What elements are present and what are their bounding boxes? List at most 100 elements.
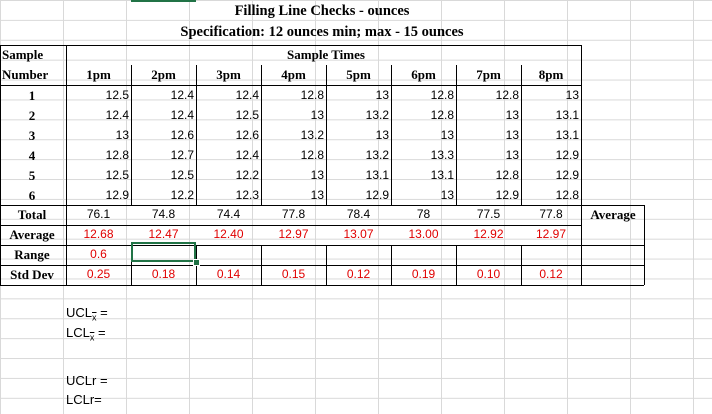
average-cell[interactable]: 12.92	[473, 227, 504, 241]
data-cell[interactable]: 13.1	[430, 168, 454, 182]
data-cell[interactable]: 13	[565, 88, 579, 102]
total-cell[interactable]: 74.4	[216, 207, 241, 221]
stddev-cell[interactable]: 0.10	[476, 267, 501, 281]
data-cell[interactable]: 13	[440, 128, 454, 142]
stddev-cell[interactable]: 0.15	[281, 267, 306, 281]
sample-number-1[interactable]: 1	[28, 88, 36, 103]
data-cell[interactable]: 12.8	[495, 168, 519, 182]
border-line	[131, 245, 132, 285]
data-cell[interactable]: 13.1	[365, 168, 389, 182]
average-cell[interactable]: 12.68	[83, 227, 114, 241]
data-cell[interactable]: 12.8	[555, 188, 579, 202]
data-cell[interactable]: 13.1	[555, 128, 579, 142]
range-label[interactable]: Range	[14, 247, 50, 262]
data-cell[interactable]: 13	[310, 168, 324, 182]
data-cell[interactable]: 12.4	[235, 88, 259, 102]
data-cell[interactable]: 12.9	[555, 168, 579, 182]
border-line	[521, 65, 522, 205]
total-cell[interactable]: 76.1	[86, 207, 111, 221]
average-label[interactable]: Average	[9, 227, 55, 242]
data-cell[interactable]: 12.8	[430, 108, 454, 122]
stddev-cell[interactable]: 0.19	[411, 267, 436, 281]
data-cell[interactable]: 12.5	[105, 168, 129, 182]
data-cell[interactable]: 12.5	[235, 108, 259, 122]
data-cell[interactable]: 13.2	[365, 148, 389, 162]
data-cell[interactable]: 13	[375, 88, 389, 102]
data-cell[interactable]: 12.9	[365, 188, 389, 202]
time-header-5pm[interactable]: 5pm	[346, 67, 371, 82]
selected-cell[interactable]	[131, 242, 196, 262]
data-cell[interactable]: 13.3	[430, 148, 454, 162]
data-cell[interactable]: 12.9	[555, 148, 579, 162]
stddev-cell[interactable]: 0.12	[346, 267, 371, 281]
total-cell[interactable]: 77.5	[476, 207, 501, 221]
stddev-label[interactable]: Std Dev	[10, 267, 54, 282]
stddev-cell[interactable]: 0.14	[216, 267, 241, 281]
average-cell[interactable]: 13.07	[343, 227, 374, 241]
average-header[interactable]: Average	[590, 207, 636, 222]
sample-number-3[interactable]: 3	[28, 128, 36, 143]
data-cell[interactable]: 12.4	[235, 148, 259, 162]
data-cell[interactable]: 12.6	[235, 128, 259, 142]
data-cell[interactable]: 12.3	[235, 188, 259, 202]
data-cell[interactable]: 13	[505, 148, 519, 162]
data-cell[interactable]: 13	[440, 188, 454, 202]
data-cell[interactable]: 12.2	[235, 168, 259, 182]
data-cell[interactable]: 12.7	[170, 148, 194, 162]
data-cell[interactable]: 13.1	[555, 108, 579, 122]
average-cell[interactable]: 12.40	[213, 227, 244, 241]
data-cell[interactable]: 12.8	[300, 148, 324, 162]
total-cell[interactable]: 77.8	[539, 207, 563, 221]
sample-number-6[interactable]: 6	[28, 188, 36, 203]
sample-number-2[interactable]: 2	[28, 108, 36, 123]
time-header-7pm[interactable]: 7pm	[476, 67, 501, 82]
total-cell[interactable]: 78.4	[346, 207, 371, 221]
data-cell[interactable]: 12.8	[300, 88, 324, 102]
data-cell[interactable]: 12.8	[495, 88, 519, 102]
fill-handle[interactable]	[193, 259, 200, 266]
time-header-8pm[interactable]: 8pm	[538, 67, 564, 82]
data-cell[interactable]: 13	[310, 188, 324, 202]
data-cell[interactable]: 12.9	[105, 188, 129, 202]
data-cell[interactable]: 12.8	[430, 88, 454, 102]
average-cell[interactable]: 12.97	[535, 227, 567, 241]
time-header-2pm[interactable]: 2pm	[151, 67, 176, 82]
data-cell[interactable]: 13.2	[365, 108, 389, 122]
data-cell[interactable]: 13.2	[300, 128, 324, 142]
average-cell[interactable]: 12.97	[278, 227, 309, 241]
time-header-4pm[interactable]: 4pm	[281, 67, 306, 82]
total-cell[interactable]: 74.8	[151, 207, 176, 221]
data-cell[interactable]: 13	[375, 128, 389, 142]
total-cell[interactable]: 77.8	[281, 207, 306, 221]
ucl-x-label: UCLx =	[66, 305, 108, 323]
stddev-cell[interactable]: 0.12	[539, 267, 563, 281]
average-cell[interactable]: 12.47	[148, 227, 179, 241]
border-line	[0, 205, 581, 206]
data-cell[interactable]: 12.5	[105, 88, 129, 102]
data-cell[interactable]: 13	[505, 128, 519, 142]
data-cell[interactable]: 13	[310, 108, 324, 122]
time-header-6pm[interactable]: 6pm	[411, 67, 436, 82]
total-cell[interactable]: 78	[416, 207, 431, 221]
sample-number-5[interactable]: 5	[28, 168, 36, 183]
data-cell[interactable]: 12.4	[105, 108, 129, 122]
data-cell[interactable]: 12.6	[170, 128, 194, 142]
time-header-3pm[interactable]: 3pm	[216, 67, 241, 82]
data-cell[interactable]: 13	[115, 128, 129, 142]
sample-number-4[interactable]: 4	[28, 148, 36, 163]
data-cell[interactable]: 12.5	[170, 168, 194, 182]
data-cell[interactable]: 12.4	[170, 88, 194, 102]
time-header-1pm[interactable]: 1pm	[86, 67, 111, 82]
data-cell[interactable]: 12.9	[495, 188, 519, 202]
lcl-x-label: LCLx =	[66, 325, 106, 343]
data-cell[interactable]: 12.4	[170, 108, 194, 122]
data-cell[interactable]: 12.8	[105, 148, 129, 162]
total-label[interactable]: Total	[17, 207, 47, 222]
range-cell[interactable]: 0.6	[90, 247, 107, 261]
average-cell[interactable]: 13.00	[408, 227, 439, 241]
stddev-cell[interactable]: 0.18	[151, 267, 176, 281]
data-cell[interactable]: 13	[505, 108, 519, 122]
data-cell[interactable]: 12.2	[170, 188, 194, 202]
stddev-cell[interactable]: 0.25	[86, 267, 111, 281]
